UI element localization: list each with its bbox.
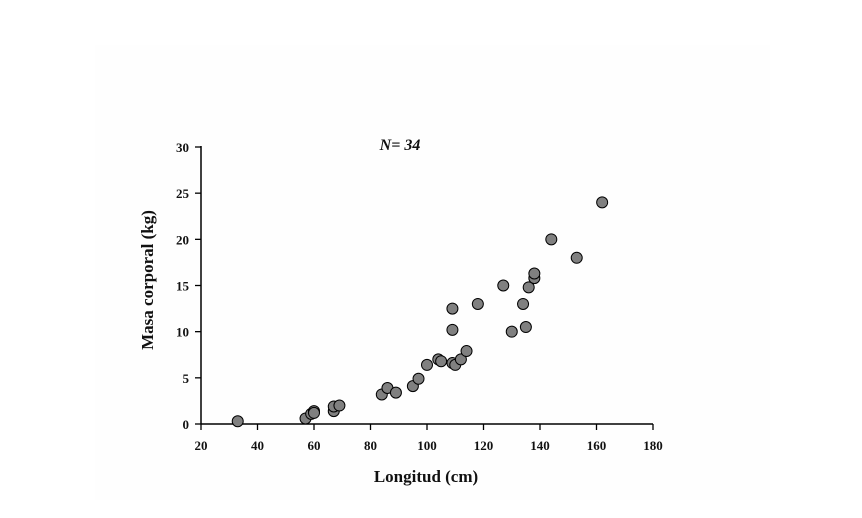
data-point [421,358,433,371]
y-tick-label: 15 [176,279,190,294]
data-point [545,233,558,246]
data-point [505,325,518,338]
x-tick-label: 180 [643,438,663,453]
data-point [435,355,448,368]
data-point [231,415,244,428]
x-tick-label: 100 [417,438,437,453]
data-point [412,372,425,385]
data-point [446,323,459,336]
x-tick-label: 20 [195,438,208,453]
x-tick-label: 140 [530,438,550,453]
data-point [522,281,535,294]
data-point [570,251,583,264]
data-point [333,399,346,412]
data-point [446,302,459,315]
data-point [454,353,467,366]
data-point [517,297,530,310]
x-axis-title: Longitud (cm) [374,467,478,486]
y-tick-label: 25 [176,186,190,201]
y-tick-label: 5 [183,371,190,386]
data-point [389,386,402,399]
axes: 0 5 10 15 20 25 30 20 40 60 80 100 120 140 160 180 [176,140,663,453]
sample-size-annotation: N= 34 [379,137,421,154]
data-point [528,267,541,280]
x-tick-label: 60 [308,438,321,453]
y-tick-label: 30 [176,140,189,155]
x-tick-label: 40 [251,438,264,453]
data-point [596,196,609,209]
y-tick-label: 20 [176,232,189,247]
x-tick-label: 120 [474,438,494,453]
y-axis-title: Masa corporal (kg) [138,210,157,350]
x-tick-label: 160 [587,438,607,453]
x-tick-label: 80 [364,438,377,453]
data-point [308,406,320,419]
y-tick-label: 10 [176,325,189,340]
data-points [231,196,609,428]
data-point [519,321,532,334]
data-point [497,279,510,292]
data-point [460,345,473,358]
y-tick-label: 0 [183,417,190,432]
labels: N= 34 Longitud (cm) Masa corporal (kg) [138,137,478,486]
data-point [471,297,484,310]
